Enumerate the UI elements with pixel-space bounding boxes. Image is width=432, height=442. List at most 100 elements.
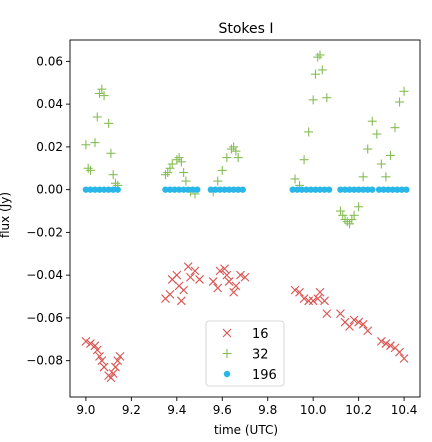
data-point (342, 217, 352, 227)
data-point (231, 146, 241, 156)
data-point (172, 270, 182, 280)
data-point (163, 168, 173, 178)
data-point (194, 186, 201, 193)
data-point (313, 294, 323, 304)
data-point (162, 186, 169, 193)
data-point (87, 186, 94, 193)
data-point (165, 163, 175, 173)
data-point (90, 341, 100, 351)
data-point (226, 144, 236, 154)
x-tick-label: 9.4 (167, 403, 186, 417)
legend-label: 16 (252, 327, 269, 342)
data-point (92, 112, 102, 122)
data-point (224, 277, 234, 286)
data-point (307, 186, 315, 193)
data-point (350, 186, 358, 193)
data-point (81, 337, 91, 346)
data-point (380, 186, 387, 193)
data-point (399, 354, 409, 363)
y-axis-label: flux (Jy) (0, 192, 12, 238)
data-point (367, 116, 377, 126)
data-point (321, 186, 328, 193)
data-point (166, 186, 174, 193)
data-point (108, 170, 118, 180)
data-point (111, 362, 120, 372)
data-point (381, 339, 391, 348)
x-tick-label: 10.4 (391, 403, 418, 417)
data-point (358, 172, 368, 182)
y-tick-label: 0.02 (36, 140, 63, 154)
x-tick-label: 10.2 (345, 403, 372, 417)
data-point (190, 266, 200, 276)
data-point (310, 69, 320, 79)
data-point (308, 95, 318, 105)
data-point (234, 186, 242, 193)
data-point (82, 186, 90, 193)
data-point (221, 186, 228, 193)
x-axis-label: time (UTC) (214, 423, 278, 437)
data-point (315, 287, 325, 297)
data-point (384, 186, 392, 193)
data-point (222, 270, 232, 280)
data-point (100, 186, 108, 193)
data-point (236, 270, 245, 280)
data-point (180, 186, 187, 193)
data-point (217, 165, 227, 175)
data-point (108, 369, 118, 378)
data-point (215, 266, 225, 276)
data-point (183, 262, 193, 271)
x-tick-label: 9.6 (213, 403, 232, 417)
legend-marker-196 (223, 370, 231, 378)
data-point (347, 215, 357, 225)
data-point (322, 309, 332, 319)
data-point (208, 277, 218, 286)
data-point (115, 351, 125, 361)
data-point (299, 155, 309, 165)
data-point (97, 356, 107, 366)
data-point (186, 272, 195, 282)
data-point (213, 176, 223, 186)
data-point (289, 186, 296, 193)
data-point (229, 142, 239, 152)
data-point (349, 210, 359, 220)
data-point (303, 186, 310, 193)
data-point (174, 153, 184, 163)
data-point (97, 84, 107, 94)
data-point (376, 159, 386, 169)
data-point (165, 290, 175, 299)
data-point (212, 186, 219, 193)
data-point (240, 272, 250, 282)
data-point (106, 148, 116, 158)
y-tick-label: −0.04 (26, 268, 63, 282)
data-point (239, 186, 246, 193)
data-point (312, 186, 319, 193)
data-point (95, 351, 104, 361)
legend-label: 32 (252, 348, 269, 363)
data-point (355, 186, 362, 193)
y-tick-label: 0.00 (36, 183, 63, 197)
data-point (114, 186, 121, 193)
data-point (399, 86, 409, 96)
data-point (336, 309, 345, 319)
legend-box (205, 320, 285, 387)
data-point (160, 170, 170, 180)
series-layer (81, 50, 410, 383)
data-point (175, 186, 183, 193)
data-point (313, 52, 323, 62)
data-point (390, 123, 400, 133)
data-point (106, 373, 116, 383)
legend-items: 16 32 196 (222, 327, 277, 383)
x-tick-label: 9.0 (76, 403, 95, 417)
data-point (345, 219, 355, 229)
data-point (381, 172, 391, 182)
data-point (316, 186, 324, 193)
data-point (99, 362, 109, 372)
data-point (341, 186, 349, 193)
data-point (338, 210, 348, 220)
data-point (96, 186, 103, 193)
data-point (85, 165, 95, 175)
data-point (213, 283, 223, 293)
data-point (95, 88, 105, 98)
y-axis: −0.08 −0.06 −0.04 −0.02 0.00 0.02 0.04 0.06 (26, 54, 70, 368)
data-point (90, 138, 100, 148)
